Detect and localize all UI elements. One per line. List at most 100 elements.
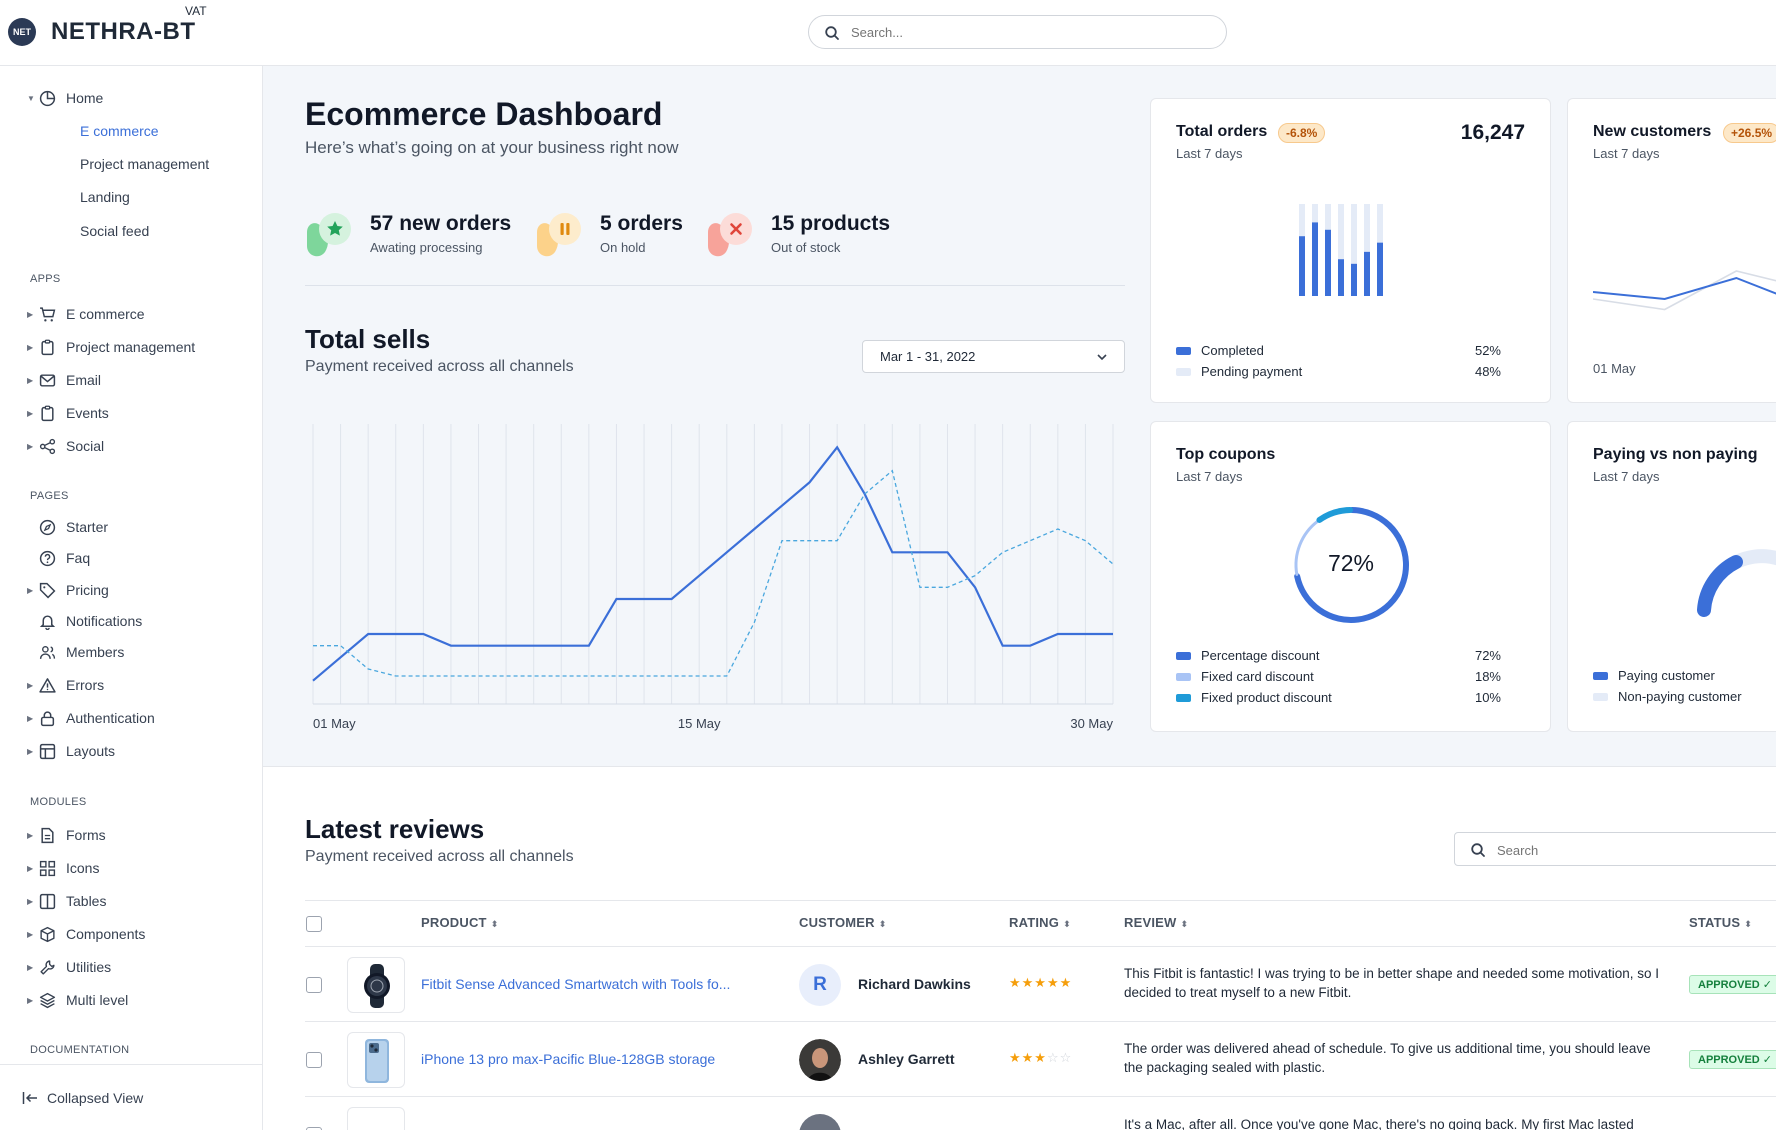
- collapse-left-icon: [22, 1092, 37, 1104]
- chevron-right-icon: ▶: [27, 408, 34, 418]
- sidebar-item-label: Faq: [66, 550, 91, 566]
- bar-completed: [1377, 242, 1383, 296]
- donut-center-label: 72%: [1327, 550, 1375, 576]
- legend-swatch: [1176, 673, 1191, 681]
- cart-icon: [40, 306, 56, 322]
- legend-value: 72%: [1474, 648, 1501, 663]
- avatar[interactable]: [799, 1114, 841, 1130]
- chevron-right-icon: ▶: [27, 441, 34, 451]
- bar-completed: [1364, 251, 1370, 296]
- total-sells-title: Total sells: [305, 324, 431, 354]
- legend-swatch: [1593, 672, 1608, 680]
- legend-swatch: [1176, 652, 1191, 660]
- bar-completed: [1312, 222, 1318, 296]
- sidebar-subitem-ecommerce[interactable]: E commerce: [80, 123, 159, 139]
- sidebar-subitem-landing[interactable]: Landing: [80, 189, 130, 205]
- legend-row: Paying customer: [1593, 667, 1776, 685]
- date-range-value: Mar 1 - 31, 2022: [880, 349, 976, 364]
- pie-chart-icon: [39, 90, 56, 106]
- share-icon: [39, 438, 56, 454]
- product-thumbnail[interactable]: [347, 957, 405, 1013]
- sort-icon: ⬍: [1063, 919, 1071, 929]
- sort-icon: ⬍: [1180, 919, 1189, 929]
- warning-icon: [39, 677, 56, 693]
- chevron-right-icon: ▶: [27, 309, 34, 319]
- column-header-customer[interactable]: CUSTOMER ⬍: [799, 915, 887, 930]
- search-icon: [825, 26, 839, 40]
- sidebar-subitem-project-management[interactable]: Project management: [80, 156, 210, 172]
- chevron-right-icon: ▶: [27, 830, 34, 840]
- sidebar-item-label: Multi level: [66, 992, 129, 1008]
- legend-swatch: [1176, 347, 1191, 355]
- brand-logo[interactable]: NET: [8, 18, 36, 46]
- row-checkbox[interactable]: [306, 1052, 322, 1068]
- badge-change: +26.5%: [1723, 123, 1776, 143]
- total-orders-value: 16,247: [1460, 121, 1525, 144]
- stat-label: Out of stock: [771, 240, 841, 255]
- collapsed-view-toggle[interactable]: Collapsed View: [0, 1064, 263, 1130]
- x-axis-label: 01 May: [1593, 361, 1636, 376]
- global-search[interactable]: [808, 15, 1227, 49]
- sort-icon: ⬍: [878, 919, 887, 929]
- legend-row: Completed 52%: [1176, 342, 1526, 360]
- sort-icon: ⬍: [1744, 919, 1753, 929]
- product-link[interactable]: iPhone 13 pro max-Pacific Blue-128GB sto…: [421, 1051, 716, 1067]
- product-link[interactable]: Fitbit Sense Advanced Smartwatch with To…: [421, 976, 731, 992]
- bar-pending: [1364, 204, 1370, 252]
- bar-completed: [1325, 229, 1331, 296]
- status-badge: APPROVED ✓: [1689, 1050, 1776, 1069]
- column-header-status[interactable]: STATUS ⬍: [1689, 915, 1752, 930]
- card-total-orders: Total orders -6.8% Last 7 days 16,247 Co…: [1150, 98, 1551, 403]
- select-all-checkbox[interactable]: [306, 916, 322, 932]
- total-sells-subtitle: Payment received across all channels: [305, 358, 574, 375]
- global-search-input[interactable]: [851, 22, 1211, 42]
- sidebar-item-label: Social: [66, 438, 105, 454]
- section-label-documentation: DOCUMENTATION: [30, 1044, 130, 1056]
- sidebar-item-label: Errors: [66, 677, 105, 693]
- reviews-title: Latest reviews: [305, 814, 485, 844]
- row-checkbox[interactable]: [306, 1127, 322, 1130]
- avatar[interactable]: [799, 1039, 841, 1081]
- legend-swatch: [1593, 693, 1608, 701]
- series-line-2: [1593, 270, 1776, 311]
- new-customers-line-chart: [1593, 270, 1776, 311]
- customer-name[interactable]: Richard Dawkins: [858, 976, 971, 992]
- reviews-search-input[interactable]: [1497, 840, 1757, 860]
- series-line-1: [312, 445, 1113, 682]
- paying-gauge-chart: [1697, 549, 1776, 617]
- mail-icon: [39, 373, 56, 387]
- sidebar-item-label: E commerce: [66, 306, 145, 322]
- legend-label: Fixed product discount: [1201, 690, 1332, 705]
- column-header-product[interactable]: PRODUCT ⬍: [421, 915, 498, 930]
- layout-icon: [39, 743, 56, 759]
- table-header-divider: [305, 900, 1776, 901]
- paying-arc: [1697, 555, 1743, 617]
- sidebar-subitem-social-feed[interactable]: Social feed: [80, 223, 150, 239]
- chevron-down-icon: [1097, 354, 1107, 361]
- column-header-review[interactable]: REVIEW ⬍: [1124, 915, 1188, 930]
- layers-icon: [39, 992, 56, 1008]
- chevron-right-icon: ▶: [27, 585, 34, 595]
- star-icon: [307, 213, 351, 257]
- donut-slice-2: [1294, 519, 1320, 576]
- column-header-rating[interactable]: RATING ⬍: [1009, 915, 1071, 930]
- row-checkbox[interactable]: [306, 977, 322, 993]
- bar-pending: [1377, 204, 1383, 243]
- legend-label: Percentage discount: [1201, 648, 1320, 663]
- brand-name[interactable]: NETHRA-BT: [51, 18, 196, 45]
- product-thumbnail[interactable]: [347, 1107, 405, 1130]
- chevron-right-icon: ▶: [27, 746, 34, 756]
- bar-pending: [1351, 204, 1357, 264]
- series-line-1: [1593, 276, 1776, 301]
- sidebar-item-label: Home: [66, 90, 104, 106]
- product-thumbnail[interactable]: [347, 1032, 405, 1088]
- bar-completed: [1338, 259, 1344, 296]
- table-row: Fitbit Sense Advanced Smartwatch with To…: [305, 946, 1776, 1021]
- reviews-search[interactable]: [1454, 832, 1776, 866]
- avatar[interactable]: R: [799, 964, 841, 1006]
- customer-name[interactable]: Ashley Garrett: [858, 1051, 955, 1067]
- card-top-coupons: Top coupons Last 7 days 72% Percentage d…: [1150, 421, 1551, 732]
- package-icon: [40, 926, 55, 942]
- sidebar-item-label: Pricing: [66, 582, 109, 598]
- date-range-select[interactable]: Mar 1 - 31, 2022: [862, 340, 1125, 373]
